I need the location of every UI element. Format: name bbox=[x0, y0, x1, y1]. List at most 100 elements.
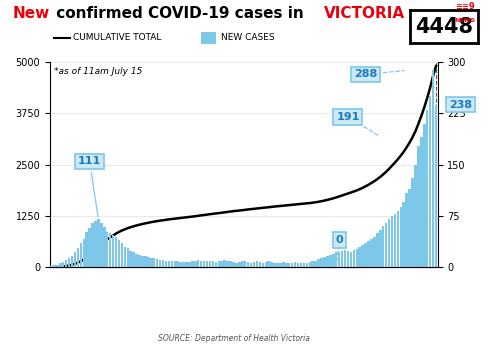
Text: VICTORIA: VICTORIA bbox=[324, 6, 405, 21]
Bar bbox=[244, 260, 246, 267]
Bar bbox=[332, 254, 334, 267]
Bar bbox=[400, 207, 402, 267]
Bar bbox=[362, 245, 364, 267]
Bar bbox=[164, 260, 167, 267]
Bar bbox=[423, 124, 426, 267]
Bar bbox=[230, 261, 232, 267]
Bar bbox=[220, 260, 223, 267]
Bar bbox=[258, 262, 261, 267]
Bar bbox=[341, 251, 344, 267]
Text: NEWS: NEWS bbox=[454, 18, 475, 23]
Bar bbox=[180, 262, 182, 267]
Bar bbox=[80, 244, 82, 267]
Text: 191: 191 bbox=[336, 112, 378, 135]
Bar bbox=[320, 258, 323, 267]
Bar bbox=[270, 262, 273, 267]
Bar bbox=[130, 251, 132, 267]
Bar bbox=[59, 263, 62, 267]
Bar bbox=[156, 259, 158, 267]
Bar bbox=[285, 263, 288, 267]
Bar bbox=[435, 105, 438, 267]
Bar bbox=[268, 261, 270, 267]
Bar bbox=[264, 262, 267, 267]
Text: 111: 111 bbox=[78, 156, 102, 217]
Bar bbox=[308, 262, 311, 267]
Bar bbox=[253, 262, 256, 267]
Bar bbox=[408, 189, 411, 267]
Bar bbox=[402, 203, 405, 267]
Bar bbox=[106, 232, 108, 267]
Bar bbox=[368, 241, 370, 267]
Bar bbox=[358, 247, 361, 267]
Bar bbox=[412, 178, 414, 267]
Bar bbox=[109, 233, 112, 267]
Bar bbox=[212, 261, 214, 267]
Bar bbox=[256, 261, 258, 267]
Bar bbox=[344, 250, 346, 267]
Bar bbox=[62, 262, 64, 267]
Bar bbox=[136, 254, 138, 267]
Bar bbox=[182, 262, 185, 267]
Bar bbox=[329, 255, 332, 267]
Bar bbox=[206, 261, 208, 267]
Bar bbox=[203, 261, 205, 267]
Bar bbox=[115, 237, 117, 267]
Bar bbox=[86, 233, 88, 267]
Bar bbox=[174, 261, 176, 267]
Bar bbox=[429, 96, 432, 267]
Bar bbox=[385, 223, 388, 267]
Bar bbox=[388, 219, 390, 267]
Bar bbox=[406, 194, 408, 267]
Bar bbox=[318, 259, 320, 267]
Bar bbox=[92, 223, 94, 267]
Bar bbox=[417, 146, 420, 267]
Bar bbox=[100, 223, 102, 267]
Bar bbox=[338, 252, 340, 267]
Bar bbox=[382, 226, 384, 267]
Bar bbox=[120, 244, 123, 267]
Bar bbox=[214, 262, 217, 267]
Text: ≡≡9: ≡≡9 bbox=[455, 2, 475, 11]
Bar bbox=[226, 260, 229, 267]
Bar bbox=[94, 221, 96, 267]
Bar bbox=[350, 252, 352, 267]
Bar bbox=[414, 165, 416, 267]
Bar bbox=[132, 252, 135, 267]
Bar bbox=[364, 243, 367, 267]
Bar bbox=[88, 228, 91, 267]
Bar bbox=[200, 260, 202, 267]
Bar bbox=[300, 263, 302, 267]
Bar bbox=[112, 235, 114, 267]
Bar bbox=[68, 258, 70, 267]
Bar bbox=[56, 265, 58, 267]
Bar bbox=[312, 261, 314, 267]
Bar bbox=[352, 250, 355, 267]
Bar bbox=[356, 249, 358, 267]
Text: CUMULATIVE TOTAL: CUMULATIVE TOTAL bbox=[74, 33, 162, 42]
Bar bbox=[306, 263, 308, 267]
Bar bbox=[159, 260, 162, 267]
Bar bbox=[274, 263, 276, 267]
Text: 238: 238 bbox=[449, 99, 472, 109]
Text: SOURCE: Department of Health Victoria: SOURCE: Department of Health Victoria bbox=[158, 334, 310, 343]
Bar bbox=[50, 266, 52, 267]
Bar bbox=[194, 260, 196, 267]
Bar bbox=[302, 263, 305, 267]
Bar bbox=[147, 257, 150, 267]
Bar bbox=[138, 255, 141, 267]
Bar bbox=[188, 262, 190, 267]
Bar bbox=[250, 263, 252, 267]
Bar bbox=[346, 251, 349, 267]
Text: *as of 11am July 15: *as of 11am July 15 bbox=[54, 67, 142, 76]
Bar bbox=[376, 233, 378, 267]
Bar bbox=[276, 263, 279, 267]
Bar bbox=[224, 260, 226, 267]
Bar bbox=[126, 248, 129, 267]
Text: New: New bbox=[12, 6, 50, 21]
Bar bbox=[391, 216, 393, 267]
Text: 0: 0 bbox=[336, 235, 343, 264]
Bar bbox=[53, 265, 56, 267]
Bar bbox=[396, 211, 399, 267]
Bar bbox=[370, 239, 372, 267]
Bar bbox=[235, 263, 238, 267]
